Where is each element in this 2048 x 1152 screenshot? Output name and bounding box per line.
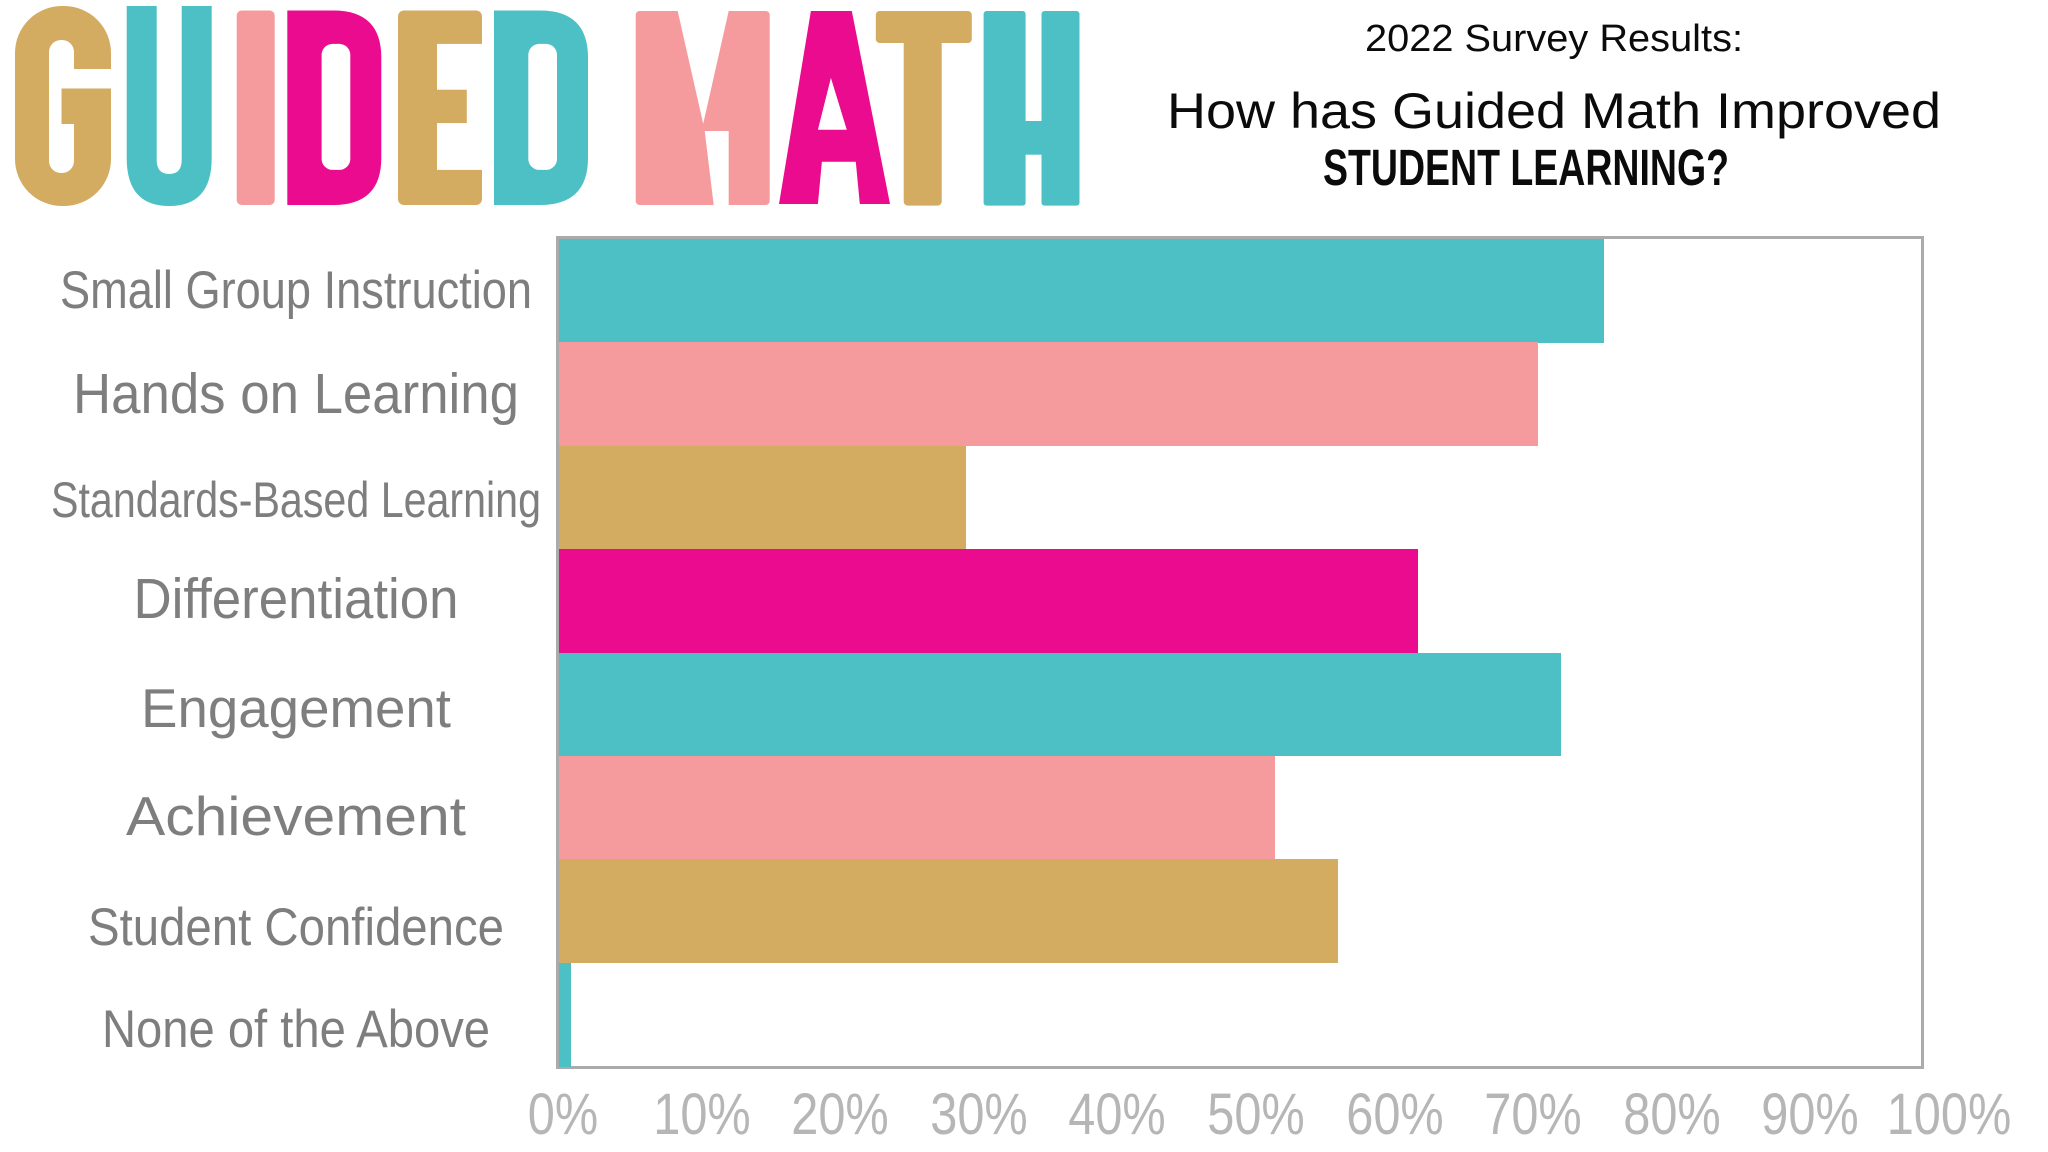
bar-small-group-instruction [559,239,1604,343]
logo-letter-u-1 [126,6,212,206]
plot-area [556,236,1924,1069]
bar-standards-based-learning [559,445,967,550]
x-tick-60pct: 60% [1346,1081,1444,1148]
logo-letter-t-8 [875,11,972,206]
logo-letter-d-5 [494,10,588,205]
logo-letter-h-9 [983,11,1080,206]
x-tick-text: 70% [1484,1082,1582,1148]
guided-math-logo [15,6,1080,206]
x-tick-80pct: 80% [1623,1081,1721,1148]
category-label-text: Student Confidence [88,897,504,957]
bar-hands-on-learning [559,342,1539,447]
title-line-2: How has Guided Math Improved [1167,82,1941,140]
x-tick-text: 60% [1345,1082,1444,1148]
category-label-none-of-the-above: None of the Above [78,978,514,1081]
category-label-text: Small Group Instruction [60,260,532,320]
category-label-achievement: Achievement [126,765,466,868]
bar-engagement [559,652,1562,757]
bar-differentiation [559,549,1419,653]
category-label-engagement: Engagement [140,657,452,760]
logo-letter-m-6 [635,11,770,205]
logo-letter-a-7 [779,11,890,204]
x-tick-text: 90% [1761,1082,1860,1148]
x-tick-20pct: 20% [791,1081,889,1148]
x-tick-40pct: 40% [1069,1081,1167,1148]
x-tick-text: 40% [1068,1082,1167,1148]
category-label-text: Engagement [141,677,451,739]
category-label-text: None of the Above [102,999,490,1059]
bar-student-confidence [559,859,1339,964]
x-tick-text: 30% [930,1082,1028,1148]
title-line-2-text: How has Guided Math Improved [1167,82,1941,139]
title-line-1: 2022 Survey Results: [1365,18,1743,61]
x-tick-30pct: 30% [930,1081,1028,1148]
x-tick-text: 50% [1207,1082,1305,1148]
category-label-text: Achievement [126,785,466,848]
x-tick-text: 100% [1886,1082,2012,1148]
x-tick-50pct: 50% [1207,1081,1305,1148]
category-label-small-group-instruction: Small Group Instruction [19,239,573,342]
category-label-hands-on-learning: Hands on Learning [55,343,537,446]
category-label-text: Standards-Based Learning [51,471,541,528]
bar-achievement [559,755,1276,860]
category-label-differentiation: Differentiation [121,548,472,651]
category-label-student-confidence: Student Confidence [63,876,529,979]
x-tick-10pct: 10% [653,1081,751,1148]
title-line-3: STUDENT LEARNING? [1250,138,1802,197]
logo-letter-e-4 [398,10,486,205]
x-tick-text: 80% [1623,1082,1721,1148]
logo-letter-d-3 [287,10,382,205]
category-label-standards-based-learning: Standards-Based Learning [0,449,593,552]
bar-none-of-the-above [559,962,572,1067]
x-tick-text: 10% [652,1082,751,1148]
logo-letter-g-0 [15,6,113,206]
logo-letter-i-2 [236,10,275,205]
x-tick-text: 0% [527,1082,599,1148]
x-tick-70pct: 70% [1484,1081,1582,1148]
x-tick-text: 20% [791,1082,889,1148]
category-label-text: Hands on Learning [73,362,519,427]
title-line-3-text: STUDENT LEARNING? [1323,139,1729,197]
category-label-text: Differentiation [133,566,459,631]
x-tick-100pct: 100% [1887,1081,2012,1148]
x-tick-0pct: 0% [528,1081,598,1148]
title-line-1-text: 2022 Survey Results: [1365,17,1743,60]
x-tick-90pct: 90% [1762,1081,1860,1148]
